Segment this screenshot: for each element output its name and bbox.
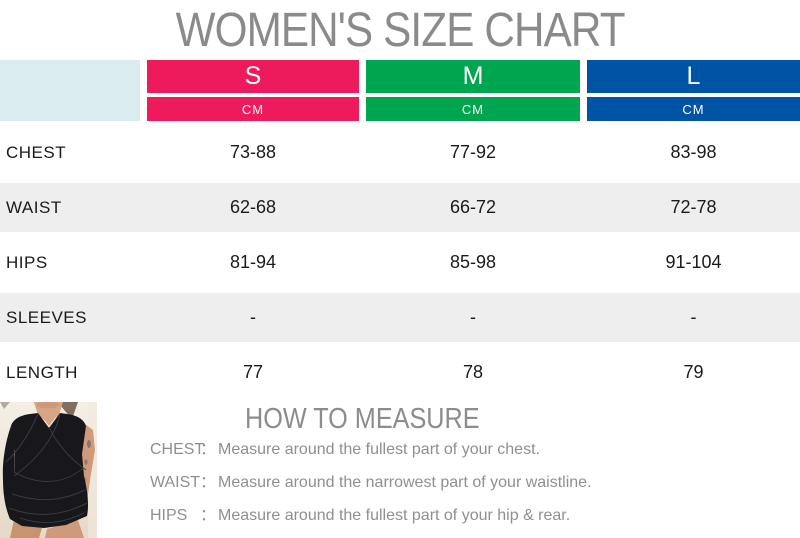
measure-label: CHEST [150, 441, 205, 458]
row-label: WAIST [6, 197, 62, 217]
table-row-chest: CHEST 73-88 77-92 83-98 [0, 125, 800, 180]
table-row-length: LENGTH 77 78 79 [0, 345, 800, 400]
measure-label: HIPS [150, 507, 188, 524]
cell-value: - [690, 307, 697, 327]
row-label: CHEST [6, 142, 67, 162]
size-table-body: CHEST 73-88 77-92 83-98 WAIST 62-68 66-7… [0, 125, 800, 400]
row-label: LENGTH [6, 362, 78, 382]
cell-value: 72-78 [670, 197, 717, 217]
unit-header-m: CM [366, 97, 580, 121]
page-title: WOMEN'S SIZE CHART [175, 4, 625, 57]
table-row-hips: HIPS 81-94 85-98 91-104 [0, 235, 800, 290]
table-row-sleeves: SLEEVES - - - [0, 290, 800, 345]
cell-value: 83-98 [670, 142, 717, 162]
row-label: SLEEVES [6, 307, 87, 327]
measure-colon: ： [200, 507, 217, 524]
black-dress-model-image [0, 402, 97, 538]
measure-text: Measure around the fullest part of your … [218, 441, 540, 458]
cell-value: 91-104 [665, 252, 722, 272]
cell-value: 77 [242, 362, 264, 382]
cell-value: 66-72 [449, 197, 497, 217]
cell-value: - [470, 307, 476, 327]
measure-label: WAIST [150, 474, 201, 491]
title-bar: WOMEN'S SIZE CHART [0, 0, 800, 58]
measure-colon: ： [200, 441, 217, 458]
table-row-waist: WAIST 62-68 66-72 72-78 [0, 180, 800, 235]
unit-header-l: CM [587, 97, 800, 121]
how-to-measure-section: HOW TO MEASURE CHEST： Measure around the … [0, 400, 800, 538]
cell-value: - [250, 307, 256, 327]
cell-value: 77-92 [449, 142, 497, 162]
cell-value: 79 [683, 362, 704, 382]
cell-value: 81-94 [229, 252, 277, 272]
size-header-m: M [366, 60, 580, 93]
model-photo [0, 402, 97, 538]
size-header-l: L [587, 60, 800, 93]
cell-value: 78 [462, 362, 484, 382]
cell-value: 62-68 [229, 197, 277, 217]
cell-value: 85-98 [449, 252, 497, 272]
measure-text: Measure around the narrowest part of you… [218, 474, 592, 491]
measure-text: Measure around the fullest part of your … [218, 507, 571, 524]
how-to-measure-heading: HOW TO MEASURE [245, 403, 480, 435]
measure-colon: ： [200, 474, 217, 491]
size-table-header: S M L CM CM CM [0, 60, 800, 121]
measure-line-hips: HIPS ： Measure around the fullest part of … [150, 506, 570, 526]
unit-header-s: CM [147, 97, 359, 121]
measure-line-chest: CHEST： Measure around the fullest part of… [150, 440, 540, 460]
cell-value: 73-88 [229, 142, 277, 162]
measure-line-waist: WAIST： Measure around the narrowest part … [150, 473, 592, 493]
row-label: HIPS [6, 252, 48, 272]
table-corner-cell [0, 60, 140, 121]
size-header-s: S [147, 60, 359, 93]
